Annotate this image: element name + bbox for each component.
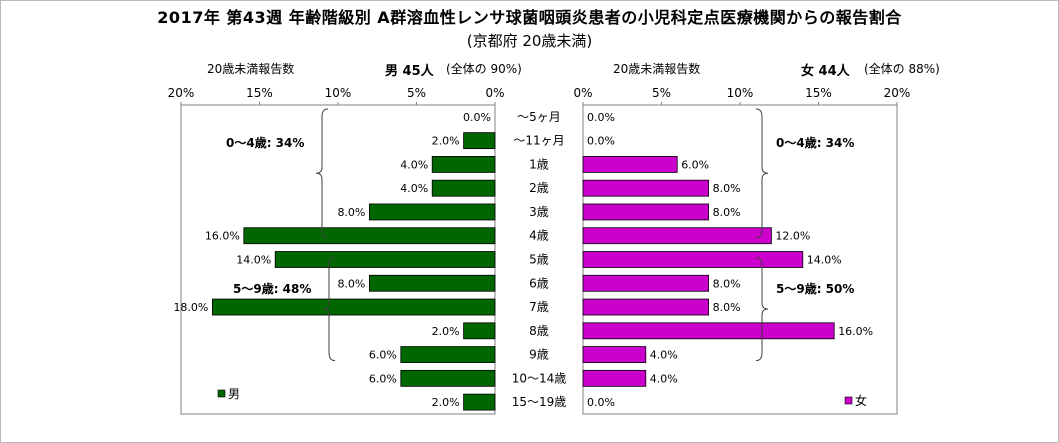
- male-header-label: 20歳未満報告数: [207, 62, 295, 76]
- male-bar: [463, 322, 496, 340]
- female-bar: [582, 322, 835, 340]
- female-data-label: 16.0%: [838, 325, 873, 338]
- male-data-label: 2.0%: [432, 135, 460, 148]
- female-legend-label: 女: [855, 393, 867, 408]
- male-group-label-0-4: 0～4歳: 34%: [226, 135, 304, 150]
- female-x-tick: 10%: [727, 86, 754, 100]
- female-age-brace: [755, 108, 769, 239]
- male-bar: [431, 156, 496, 173]
- category-label: 9歳: [529, 348, 549, 362]
- category-label: 15～19歳: [512, 395, 567, 409]
- female-x-tick: 20%: [884, 86, 911, 100]
- female-bar: [582, 203, 709, 221]
- female-data-label: 0.0%: [587, 135, 615, 148]
- female-group-label-5-9: 5～9歳: 50%: [776, 281, 854, 296]
- female-header-share: (全体の 88%): [864, 62, 940, 76]
- female-data-label: 0.0%: [587, 396, 615, 409]
- category-label: 7歳: [529, 300, 549, 314]
- male-bar: [368, 274, 496, 292]
- category-label: 6歳: [529, 276, 549, 290]
- female-data-label: 0.0%: [587, 111, 615, 124]
- male-age-brace: [322, 257, 336, 362]
- category-label: 3歳: [529, 205, 549, 219]
- female-data-label: 8.0%: [713, 277, 741, 290]
- male-bar: [431, 179, 496, 197]
- category-label: 8歳: [529, 324, 549, 338]
- female-data-label: 8.0%: [713, 301, 741, 314]
- male-legend-label: 男: [228, 387, 240, 401]
- female-bar: [582, 251, 804, 268]
- male-data-label: 2.0%: [432, 396, 460, 409]
- male-bar: [400, 346, 496, 363]
- male-x-tick: 10%: [325, 86, 352, 100]
- male-data-label: 16.0%: [205, 230, 240, 243]
- female-header-label: 20歳未満報告数: [613, 62, 701, 76]
- female-bar: [582, 227, 772, 245]
- female-bar: [582, 346, 647, 363]
- male-bar: [211, 298, 496, 316]
- male-bar: [463, 393, 496, 411]
- category-label: 2歳: [529, 181, 549, 195]
- female-age-brace: [755, 257, 769, 362]
- male-x-tick: 5%: [407, 86, 426, 100]
- category-label: 5歳: [529, 253, 549, 267]
- male-bar: [463, 132, 496, 150]
- female-data-label: 6.0%: [681, 158, 709, 171]
- male-x-tick: 15%: [246, 86, 273, 100]
- male-age-brace: [315, 108, 329, 239]
- female-x-tick: 15%: [805, 86, 832, 100]
- female-header-count: 女 44人: [801, 60, 850, 79]
- male-data-label: 18.0%: [173, 301, 208, 314]
- female-data-label: 8.0%: [713, 206, 741, 219]
- category-label: ～11ヶ月: [513, 134, 564, 148]
- female-group-label-0-4: 0～4歳: 34%: [776, 135, 854, 150]
- male-group-label-5-9: 5～9歳: 48%: [233, 281, 311, 296]
- female-data-label: 14.0%: [807, 254, 842, 267]
- male-x-tick: 20%: [168, 86, 195, 100]
- female-data-label: 4.0%: [650, 372, 678, 385]
- female-count: 女 44人: [801, 64, 850, 79]
- category-label: 10～14歳: [512, 371, 567, 385]
- female-bar: [582, 179, 709, 197]
- female-data-label: 12.0%: [775, 230, 810, 243]
- female-data-label: 4.0%: [650, 349, 678, 362]
- male-x-tick: 0%: [485, 86, 504, 100]
- male-bar: [243, 227, 496, 245]
- male-data-label: 4.0%: [400, 182, 428, 195]
- male-data-label: 0.0%: [463, 111, 491, 124]
- female-legend-swatch: [844, 396, 853, 405]
- female-bar: [582, 369, 647, 387]
- male-bar: [368, 203, 496, 221]
- male-count: 男 45人: [385, 64, 434, 79]
- category-label: 1歳: [529, 157, 549, 171]
- category-label: ～5ヶ月: [517, 110, 561, 124]
- female-x-tick: 0%: [573, 86, 592, 100]
- chart-title: 2017年 第43週 年齢階級別 A群溶血性レンサ球菌咽頭炎患者の小児科定点医療…: [157, 8, 902, 27]
- male-header-count: 男 45人: [385, 60, 434, 79]
- male-legend-swatch: [217, 389, 226, 398]
- female-data-label: 8.0%: [713, 182, 741, 195]
- male-data-label: 8.0%: [337, 206, 365, 219]
- male-data-label: 6.0%: [369, 372, 397, 385]
- female-bar: [582, 274, 709, 292]
- male-bar: [400, 369, 496, 387]
- male-data-label: 14.0%: [236, 254, 271, 267]
- male-bar: [274, 251, 496, 268]
- female-bar: [582, 156, 678, 173]
- male-header-share: (全体の 90%): [446, 62, 522, 76]
- male-data-label: 2.0%: [432, 325, 460, 338]
- chart-subtitle: (京都府 20歳未満): [466, 32, 593, 50]
- female-bar: [582, 298, 709, 316]
- category-label: 4歳: [529, 229, 549, 243]
- male-data-label: 8.0%: [337, 277, 365, 290]
- female-x-tick: 5%: [652, 86, 671, 100]
- male-data-label: 4.0%: [400, 158, 428, 171]
- male-data-label: 6.0%: [369, 349, 397, 362]
